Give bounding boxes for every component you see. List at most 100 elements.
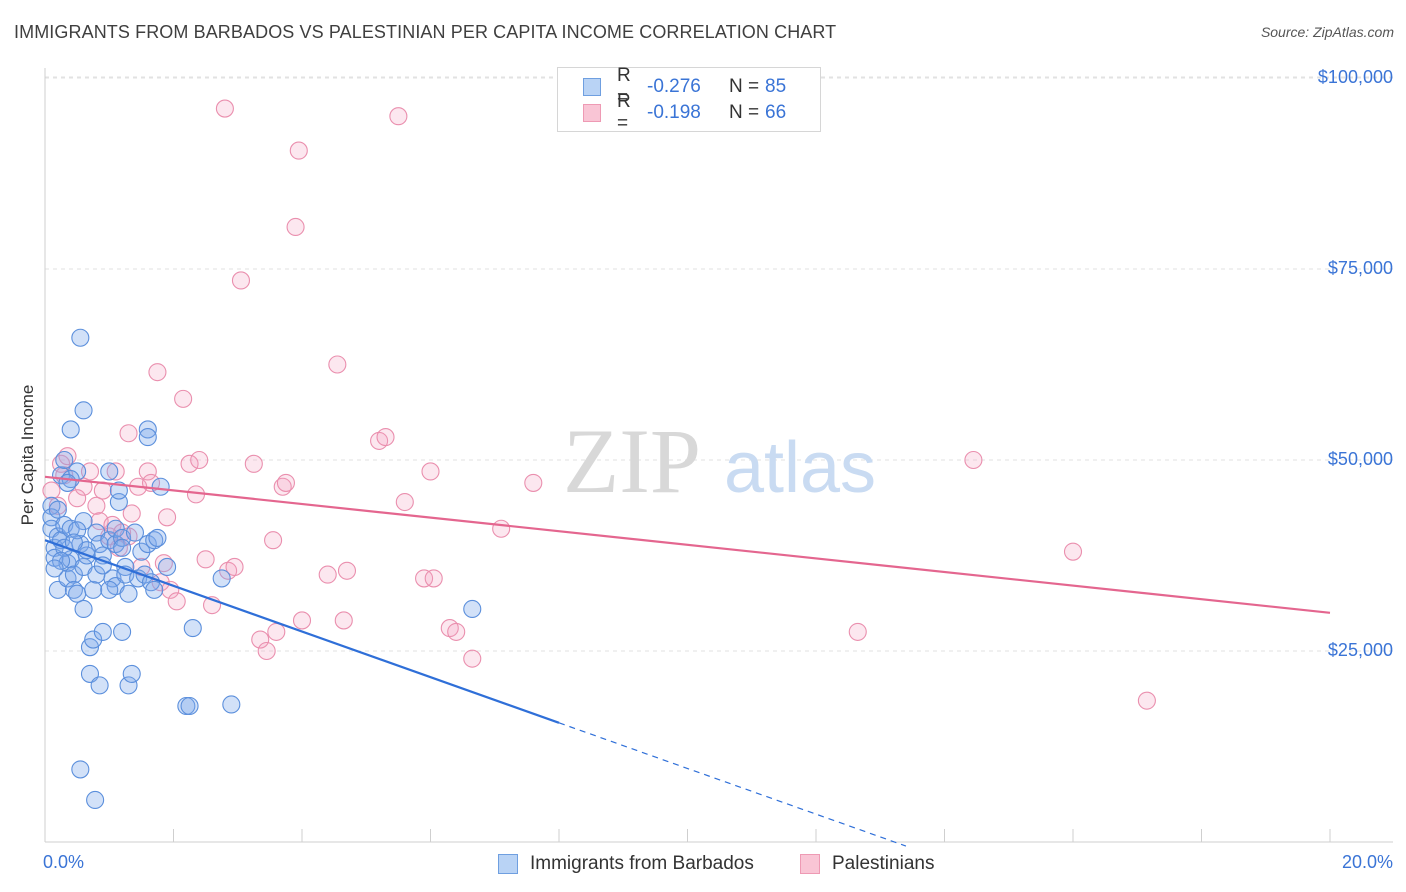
data-point-barbados: [151, 477, 170, 496]
data-point-barbados: [71, 760, 90, 779]
data-point-barbados: [93, 622, 112, 641]
data-point-palestinians: [267, 622, 286, 641]
data-point-barbados: [222, 695, 241, 714]
watermark-zip: ZIP: [563, 410, 701, 512]
data-point-barbados: [212, 569, 231, 588]
data-point-barbados: [122, 664, 141, 683]
data-point-barbados: [84, 580, 103, 599]
data-point-barbados: [74, 401, 93, 420]
data-point-barbados: [61, 420, 80, 439]
r-label: R =: [617, 65, 631, 108]
data-point-palestinians: [158, 508, 177, 527]
data-point-barbados: [145, 580, 164, 599]
series-legend: Immigrants from Barbados Palestinians: [0, 853, 1406, 877]
data-point-palestinians: [119, 424, 138, 443]
data-point-barbados: [68, 584, 87, 603]
data-point-palestinians: [1063, 542, 1083, 561]
data-point-barbados: [45, 559, 64, 578]
data-point-palestinians: [251, 630, 270, 649]
data-point-barbados: [74, 599, 93, 619]
data-point-barbados: [90, 676, 109, 695]
data-point-barbados: [58, 473, 77, 492]
watermark-atlas: atlas: [724, 428, 876, 508]
data-point-barbados: [52, 551, 71, 570]
data-point-palestinians: [87, 496, 106, 515]
legend-item-barbados[interactable]: Immigrants from Barbados: [498, 853, 754, 875]
data-point-palestinians: [318, 565, 337, 584]
data-point-palestinians: [106, 462, 125, 481]
legend-row-palestinians: R = -0.198 N = 66: [583, 91, 787, 134]
correlation-legend: R = -0.276 N = 85 R = -0.198 N = 66: [557, 65, 821, 134]
chart-title: IMMIGRANTS FROM BARBADOS VS PALESTINIAN …: [14, 22, 837, 42]
data-point-palestinians: [395, 492, 414, 512]
data-point-barbados: [113, 622, 132, 641]
data-point-palestinians: [524, 473, 543, 492]
data-point-palestinians: [42, 481, 61, 500]
data-point-palestinians: [264, 531, 283, 550]
data-point-palestinians: [138, 462, 157, 481]
trend-line-barbados-extension: [558, 722, 907, 847]
legend-swatch-barbados: [583, 78, 601, 96]
data-point-barbados: [180, 696, 199, 716]
legend-swatch-palestinians: [800, 854, 820, 874]
data-point-palestinians: [190, 450, 209, 470]
trend-line-palestinians: [44, 475, 1331, 614]
legend-swatch-palestinians: [583, 104, 601, 122]
legend-row-barbados: R = -0.276 N = 85: [583, 65, 786, 108]
n-label: N =: [729, 102, 760, 123]
data-point-palestinians: [257, 641, 276, 661]
y-tick-label: $100,000: [1317, 67, 1393, 87]
data-point-barbados: [55, 450, 74, 470]
data-point-palestinians: [48, 496, 67, 515]
data-point-palestinians: [376, 428, 395, 447]
data-point-palestinians: [421, 462, 440, 481]
data-point-palestinians: [80, 462, 100, 481]
data-point-barbados: [71, 328, 90, 347]
data-point-barbados: [106, 519, 125, 538]
data-point-barbados: [463, 599, 482, 619]
data-point-palestinians: [174, 389, 193, 408]
data-point-barbados: [86, 790, 105, 810]
data-point-palestinians: [447, 622, 466, 641]
data-point-palestinians: [167, 592, 186, 611]
legend-item-palestinians[interactable]: Palestinians: [800, 853, 934, 875]
data-point-barbados: [84, 630, 103, 649]
gridlines: [45, 76, 1393, 652]
data-point-palestinians: [292, 611, 312, 630]
n-value: 66: [765, 102, 787, 123]
data-point-barbados: [109, 481, 128, 500]
data-point-barbados: [138, 420, 157, 439]
data-point-barbados: [148, 528, 167, 547]
data-point-palestinians: [492, 519, 511, 538]
data-point-palestinians: [286, 217, 305, 237]
data-point-barbados: [119, 584, 138, 603]
y-tick-label: $50,000: [1327, 449, 1393, 469]
data-point-palestinians: [337, 561, 357, 580]
data-point-palestinians: [848, 622, 867, 641]
legend-swatch-barbados: [498, 854, 518, 874]
axes: [44, 68, 1393, 843]
x-tick-label-max: 20.0%: [1341, 852, 1393, 872]
data-point-barbados: [119, 676, 138, 695]
data-point-barbados: [100, 580, 119, 599]
data-point-palestinians: [424, 569, 443, 588]
data-point-palestinians: [463, 649, 482, 668]
data-point-palestinians: [122, 504, 141, 523]
legend-label-palestinians: Palestinians: [832, 853, 935, 874]
data-point-palestinians: [964, 450, 983, 470]
data-point-palestinians: [389, 107, 408, 126]
data-point-palestinians: [225, 557, 244, 577]
data-point-palestinians: [244, 454, 263, 473]
data-point-barbados: [113, 538, 132, 557]
r-value: -0.198: [647, 102, 701, 123]
data-point-barbados: [145, 531, 164, 550]
r-label: R =: [617, 91, 631, 134]
data-point-barbados: [100, 462, 119, 481]
data-point-palestinians: [415, 569, 434, 588]
data-point-palestinians: [180, 454, 199, 473]
y-tick-label: $75,000: [1327, 258, 1393, 278]
x-tick-label-min: 0.0%: [43, 852, 85, 872]
data-point-barbados: [138, 428, 157, 447]
data-point-palestinians: [68, 489, 87, 508]
